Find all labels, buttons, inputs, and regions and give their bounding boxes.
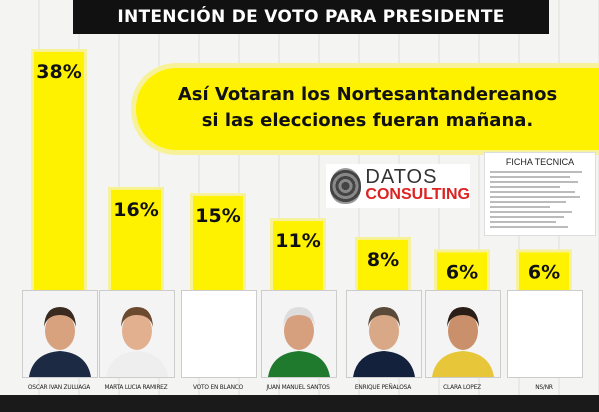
- candidate-name-label: JUAN MANUEL SANTOS: [266, 383, 330, 391]
- ficha-fine-print: [490, 171, 590, 228]
- bar-value-label: 11%: [275, 230, 320, 252]
- candidate-photo: [425, 290, 501, 378]
- bar: [111, 189, 161, 290]
- candidate-name-label: NS/NR: [535, 383, 553, 391]
- bar-value-label: 8%: [367, 249, 399, 271]
- bar-value-label: 6%: [528, 261, 560, 283]
- candidate-name-label: MARTA LUCIA RAMIREZ: [104, 383, 168, 391]
- bar-value-label: 38%: [36, 61, 81, 83]
- ficha-title: FICHA TECNICA: [505, 157, 575, 167]
- bar-value-label: 15%: [195, 205, 240, 227]
- bar: [437, 252, 487, 290]
- candidate-name-label: ENRIQUE PEÑALOSA: [354, 383, 412, 391]
- candidate-photo: [181, 290, 257, 378]
- banner-line-2: si las elecciones fueran mañana.: [201, 110, 534, 131]
- bar-value-label: 6%: [446, 261, 478, 283]
- bar: [34, 52, 84, 290]
- page-title: INTENCIÓN DE VOTO PARA PRESIDENTE: [73, 0, 549, 34]
- candidate-photo: [22, 290, 98, 378]
- fingerprint-icon: [330, 168, 362, 204]
- datos-consulting-logo: DATOS CONSULTING: [326, 164, 470, 208]
- ficha-tecnica-card: FICHA TECNICA: [484, 152, 596, 236]
- portrait-silhouette: [347, 291, 421, 377]
- bar: [273, 221, 323, 290]
- portrait-silhouette: [23, 291, 97, 377]
- headline-banner: Así Votaran los Nortesantandereanos si l…: [136, 68, 599, 150]
- candidate-photo: [507, 290, 583, 378]
- candidate-photo: [99, 290, 175, 378]
- portrait-silhouette: [426, 291, 500, 377]
- candidate-name-label: OSCAR IVAN ZULUAGA: [27, 383, 91, 391]
- candidate-photo: [346, 290, 422, 378]
- portrait-silhouette: [262, 291, 336, 377]
- bar: [193, 196, 243, 290]
- bar: [358, 239, 408, 290]
- portrait-silhouette: [100, 291, 174, 377]
- bar: [519, 252, 569, 290]
- candidate-photo: [261, 290, 337, 378]
- logo-text-top: DATOS: [365, 166, 438, 188]
- bottom-bar: [0, 395, 599, 412]
- bar-value-label: 16%: [113, 199, 158, 221]
- candidate-name-label: VOTO EN BLANCO: [192, 383, 244, 391]
- banner-line-1: Así Votaran los Nortesantandereanos: [177, 84, 558, 105]
- candidate-name-label: CLARA LOPEZ: [443, 383, 481, 391]
- logo-text-bottom: CONSULTING: [365, 186, 470, 203]
